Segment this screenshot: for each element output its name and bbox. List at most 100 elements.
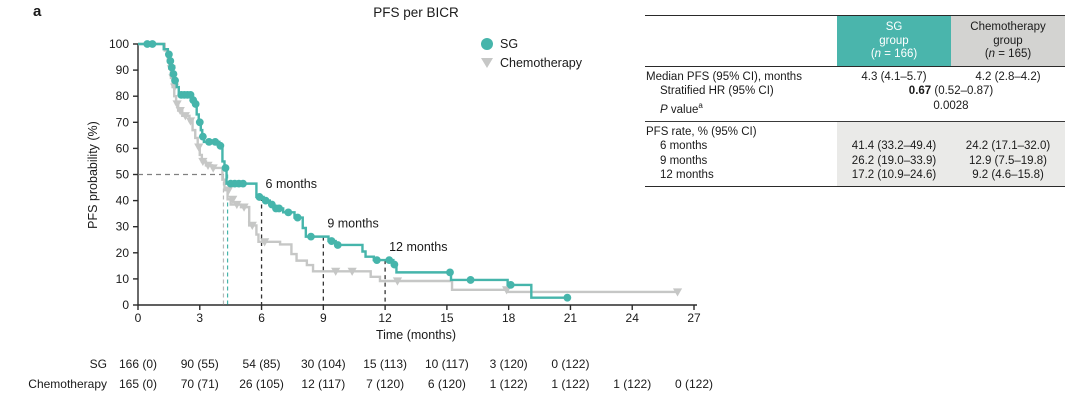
risk-value: 90 (55) <box>180 357 219 371</box>
censor-mark <box>506 281 515 289</box>
y-axis-label: PFS probability (%) <box>86 121 100 229</box>
rate-12mo-sg: 17.2 (10.9–24.6) <box>851 169 937 182</box>
censor-mark <box>205 137 213 146</box>
censor-mark <box>260 238 270 247</box>
censor-mark <box>232 200 242 210</box>
stats-section-pfs-rate: PFS rate, % (95% CI) 6 months 41.4 (33.2… <box>645 121 1065 186</box>
censor-mark <box>208 164 218 173</box>
censor-mark <box>198 132 207 141</box>
censor-mark <box>446 268 454 277</box>
sg-circle-icon <box>481 37 493 50</box>
risk-value: 166 (0) <box>118 357 158 371</box>
censor-mark <box>385 256 394 265</box>
risk-value: 12 (117) <box>301 377 346 391</box>
risk-value: 3 (120) <box>489 357 528 371</box>
stats-table: SG group (n = 166) Chemotherapy group (n… <box>645 15 1065 187</box>
sg-curve <box>138 40 572 302</box>
censor-mark <box>327 237 336 245</box>
stats-row-9-months: 9 months 26.2 (19.0–33.9) 12.9 (7.5–19.8… <box>645 154 1065 169</box>
stats-header-sg-group: SG group (n = 166) <box>837 16 951 66</box>
stats-row-stratified-hr: Stratified HR (95% CI) 0.67 (0.52–0.87) <box>645 84 1065 99</box>
x-axis-label: Time (months) <box>376 328 456 342</box>
censor-mark <box>372 256 381 265</box>
risk-value: 165 (0) <box>118 377 158 391</box>
risk-value: 10 (117) <box>424 357 469 371</box>
rate-12mo-chemo: 9.2 (4.6–15.8) <box>972 169 1044 182</box>
risk-value: 26 (105) <box>239 377 284 391</box>
svg-text:10: 10 <box>116 272 130 286</box>
svg-text:21: 21 <box>564 311 578 325</box>
svg-text:30: 30 <box>116 220 130 234</box>
stats-row-12-months: 12 months 17.2 (10.9–24.6) 9.2 (4.6–15.8… <box>645 168 1065 183</box>
risk-value: 1 (122) <box>613 377 652 391</box>
svg-text:18: 18 <box>502 311 516 325</box>
svg-text:15: 15 <box>440 311 454 325</box>
stats-mid-rule <box>645 120 1065 122</box>
km-chart: 0 10 20 30 40 50 60 70 80 90 100 0 3 6 9 12 15 18 21 24 27 Ti… <box>86 37 701 342</box>
censor-mark <box>180 112 190 121</box>
censor-mark <box>563 293 572 302</box>
svg-text:3: 3 <box>196 311 203 325</box>
risk-value: 70 (71) <box>180 377 219 391</box>
censor-mark <box>293 213 302 222</box>
chart-title: PFS per BICR <box>373 5 459 20</box>
timepoint-label: 12 months <box>389 240 447 254</box>
risk-value: 15 (113) <box>363 357 408 371</box>
legend-item-sg: SG <box>481 36 582 51</box>
risk-value: 7 (120) <box>366 377 405 391</box>
svg-text:0: 0 <box>122 298 129 312</box>
censor-mark <box>169 70 178 78</box>
censor-mark <box>466 276 475 284</box>
timepoint-label: 6 months <box>266 177 317 191</box>
axes: 0 10 20 30 40 50 60 70 80 90 100 0 3 6 9 12 15 18 21 24 27 Ti… <box>86 37 701 342</box>
hr-value: 0.67 (0.52–0.87) <box>908 85 994 97</box>
stats-header-rule <box>645 65 1065 67</box>
censor-mark <box>191 100 200 108</box>
svg-text:60: 60 <box>116 141 130 155</box>
rate-6mo-chemo: 24.2 (17.1–32.0) <box>965 140 1051 153</box>
censor-mark <box>239 179 247 188</box>
stats-row-6-months: 6 months 41.4 (33.2–49.4) 24.2 (17.1–32.… <box>645 139 1065 154</box>
censor-mark <box>390 260 399 269</box>
svg-text:100: 100 <box>109 37 129 51</box>
stats-row-p-value: P valuea 0.0028 <box>645 99 1065 117</box>
risk-value: 6 (120) <box>427 377 466 391</box>
risk-value: 54 (85) <box>242 357 281 371</box>
censor-mark <box>275 204 283 213</box>
censor-mark <box>198 157 208 167</box>
censor-mark <box>148 40 157 48</box>
censor-mark <box>171 76 179 85</box>
svg-text:0: 0 <box>135 311 142 325</box>
stats-row-pfs-rate-header: PFS rate, % (95% CI) <box>646 125 757 138</box>
censor-mark <box>216 141 225 150</box>
censor-mark <box>185 117 196 126</box>
censor-mark <box>247 221 257 230</box>
censor-mark <box>255 193 264 201</box>
p-value: 0.0028 <box>933 99 969 112</box>
stats-section-median: Median PFS (95% CI), months 4.3 (4.1–5.7… <box>645 67 1065 121</box>
stats-row-median-pfs: Median PFS (95% CI), months 4.3 (4.1–5.7… <box>645 70 1065 85</box>
legend-label-chemotherapy: Chemotherapy <box>500 55 582 70</box>
stats-header-chemotherapy-group: Chemotherapy group (n = 165) <box>951 16 1065 66</box>
censor-mark <box>166 57 175 65</box>
rate-6mo-sg: 41.4 (33.2–49.4) <box>851 140 937 153</box>
risk-row-label: SG <box>89 357 107 371</box>
median-pfs-chemo-value: 4.2 (2.8–4.2) <box>975 70 1041 83</box>
rate-9mo-sg: 26.2 (19.0–33.9) <box>851 154 937 167</box>
censor-mark <box>175 106 185 116</box>
svg-text:40: 40 <box>116 194 130 208</box>
risk-row-label: Chemotherapy <box>28 377 107 391</box>
svg-text:6: 6 <box>258 311 265 325</box>
censor-mark <box>203 161 213 170</box>
chemotherapy-triangle-icon <box>481 57 493 68</box>
svg-text:50: 50 <box>116 168 130 182</box>
svg-text:90: 90 <box>116 63 130 77</box>
censor-mark <box>333 241 342 249</box>
svg-text:70: 70 <box>116 115 130 129</box>
stats-table-header: SG group (n = 166) Chemotherapy group (n… <box>645 16 1065 66</box>
censor-mark <box>172 100 182 109</box>
median-pfs-sg-value: 4.3 (4.1–5.7) <box>861 70 927 83</box>
censor-mark <box>284 208 293 217</box>
censor-mark <box>239 203 249 212</box>
